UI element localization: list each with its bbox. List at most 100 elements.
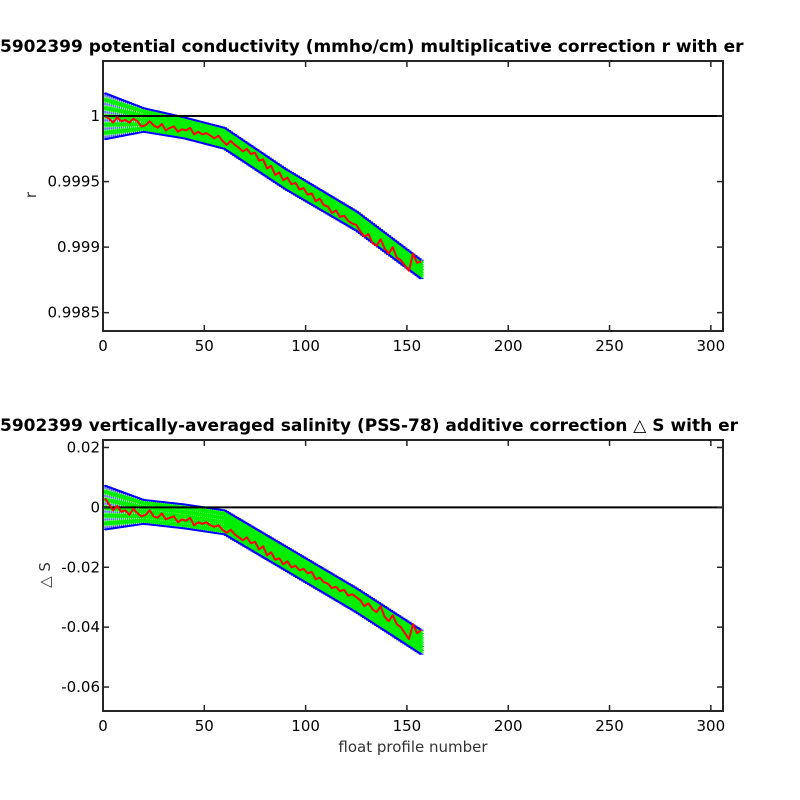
y-tick-label: -0.06 [61, 678, 100, 696]
estimate-point [302, 562, 309, 569]
estimate-point [298, 560, 305, 567]
chart-title: 5902399 vertically-averaged salinity (PS… [0, 416, 739, 436]
estimate-point [183, 129, 190, 136]
estimate-point [290, 568, 297, 575]
estimate-point [237, 520, 244, 527]
estimate-point [233, 535, 240, 542]
estimate-point [292, 565, 299, 572]
estimate-point [397, 626, 404, 633]
estimate-point [296, 563, 303, 570]
estimate-point [286, 557, 293, 564]
estimate-point [237, 537, 244, 544]
estimate-point [361, 593, 368, 600]
estimate-point [353, 601, 360, 608]
estimate-point [395, 616, 402, 623]
estimate-point [375, 611, 382, 618]
estimate-point [231, 521, 238, 528]
estimate-point [217, 141, 224, 148]
estimate-point [304, 568, 311, 575]
estimate-point [375, 602, 382, 609]
estimate-point [108, 98, 115, 105]
estimate-point [335, 200, 342, 207]
estimate-point [353, 592, 360, 599]
estimate-point [296, 555, 303, 562]
estimate-point [288, 186, 295, 193]
estimate-point [414, 636, 421, 643]
estimate-point [286, 171, 293, 178]
estimate-point [253, 547, 260, 554]
estimate-point [211, 125, 218, 132]
estimate-point [217, 138, 224, 145]
estimate-point [199, 129, 206, 136]
x-tick-label: 100 [291, 717, 320, 735]
estimate-point [300, 561, 307, 568]
estimate-point [365, 609, 372, 616]
estimate-point [114, 100, 121, 107]
estimate-point [373, 614, 380, 621]
estimate-point [389, 625, 396, 632]
estimate-point [294, 571, 301, 578]
estimate-point [110, 99, 117, 106]
estimate-point [195, 120, 202, 127]
x-tick-label: 300 [697, 337, 726, 355]
estimate-point [134, 498, 141, 505]
estimate-point [339, 584, 346, 591]
estimate-point [116, 101, 123, 108]
estimate-point [187, 122, 194, 129]
estimate-point [407, 641, 414, 648]
estimate-point [274, 541, 281, 548]
estimate-point [330, 575, 337, 582]
estimate-point [260, 537, 267, 544]
estimate-point [373, 618, 380, 625]
estimate-point [300, 183, 307, 190]
estimate-point [247, 526, 254, 533]
estimate-point [290, 173, 297, 180]
estimate-point [355, 594, 362, 601]
estimate-point [239, 525, 246, 532]
estimate-point [266, 554, 273, 561]
estimate-point [292, 552, 299, 559]
estimate-point [290, 187, 297, 194]
estimate-points [102, 488, 425, 654]
estimate-point [405, 626, 412, 633]
estimate-point [298, 189, 305, 196]
estimate-point [349, 603, 356, 610]
estimate-point [231, 533, 238, 540]
estimate-point [215, 126, 222, 133]
estimate-point [213, 125, 220, 132]
estimate-point [395, 629, 402, 636]
estimate-point [320, 191, 327, 198]
estimate-point [260, 550, 267, 557]
estimate-point [251, 528, 258, 535]
estimate-point [308, 575, 315, 582]
estimate-point [310, 185, 317, 192]
estimate-point [367, 597, 374, 604]
estimate-point [365, 605, 372, 612]
estimate-point [126, 104, 133, 111]
x-tick-label: 250 [595, 717, 624, 735]
estimate-point [209, 128, 216, 135]
estimate-point [195, 132, 202, 139]
estimate-point [185, 129, 192, 136]
estimate-point [345, 601, 352, 608]
estimate-point [401, 632, 408, 639]
estimate-point [405, 631, 412, 638]
estimate-point [258, 549, 265, 556]
estimate-point [266, 537, 273, 544]
estimate-point [112, 491, 119, 498]
estimate-point [231, 525, 238, 532]
estimate-point [258, 536, 265, 543]
estimate-point [243, 536, 250, 543]
estimate-point [294, 186, 301, 193]
estimate-point [209, 132, 216, 139]
estimate-point [197, 121, 204, 128]
estimate-point [272, 553, 279, 560]
estimate-point [381, 615, 388, 622]
estimate-point [328, 578, 335, 585]
estimate-point [286, 181, 293, 188]
estimate-point [298, 556, 305, 563]
estimate-point [189, 130, 196, 137]
estimate-point [264, 540, 271, 547]
estimate-point [284, 556, 291, 563]
estimate-point [353, 588, 360, 595]
